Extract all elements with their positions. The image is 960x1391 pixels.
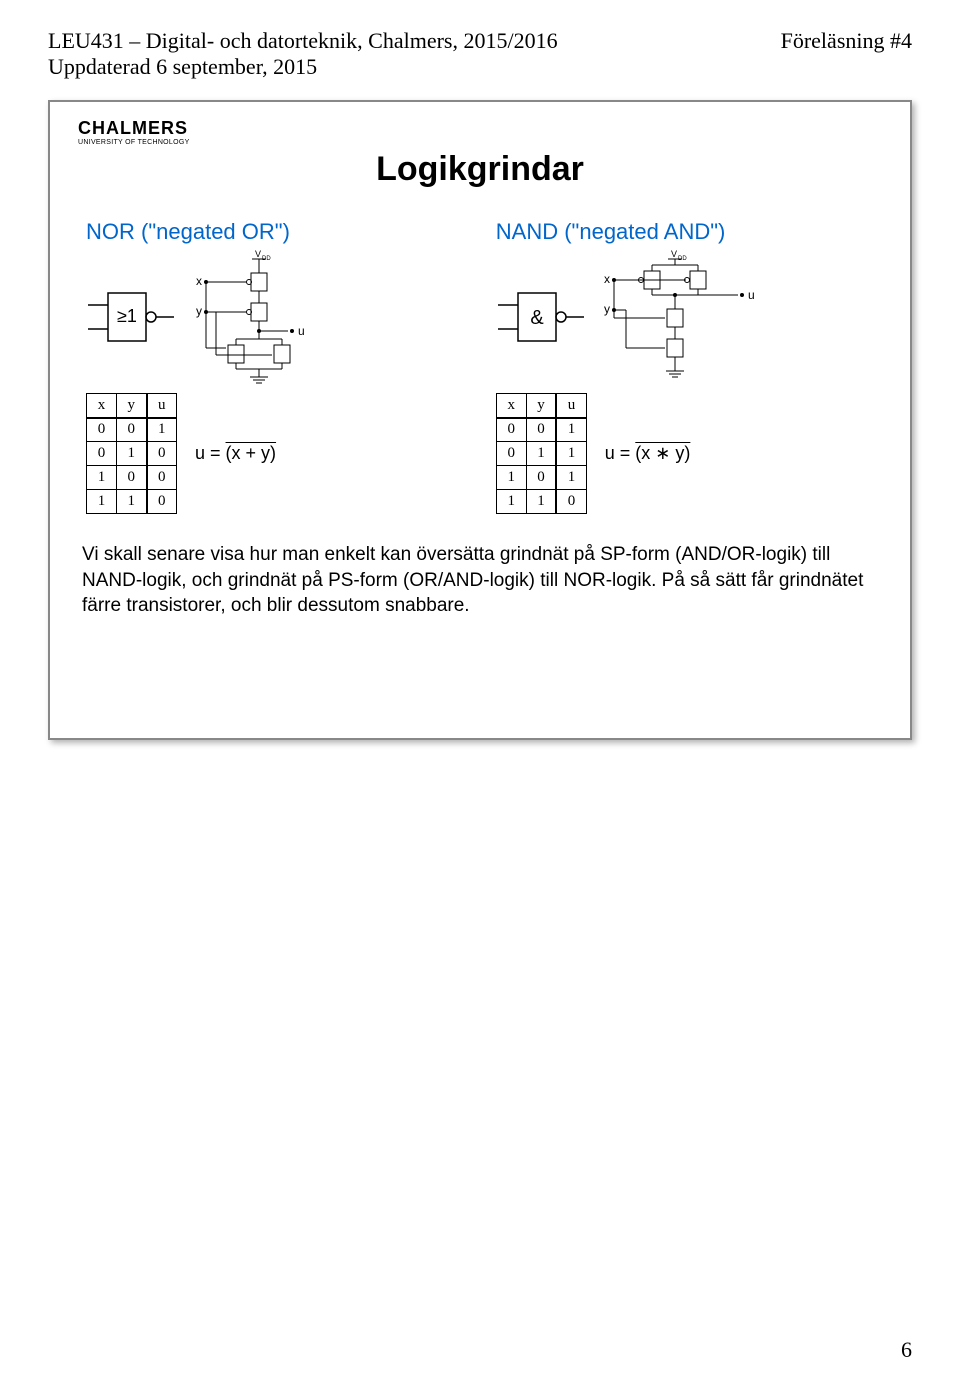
nand-truth-table: x y u 001 011 101 110 xyxy=(496,393,587,514)
nand-lower: x y u 001 011 101 110 u = (x ∗ y) xyxy=(496,393,874,514)
svg-text:u: u xyxy=(748,288,755,302)
th: y xyxy=(117,394,147,418)
slide-body-text: Vi skall senare visa hur man enkelt kan … xyxy=(78,542,882,619)
page-header: LEU431 – Digital- och datorteknik, Chalm… xyxy=(0,0,960,88)
slide-title: Logikgrindar xyxy=(78,150,882,189)
svg-text:u: u xyxy=(298,324,305,338)
svg-text:&: & xyxy=(530,307,544,329)
nor-column: NOR ("negated OR") ≥1 VDD xyxy=(86,219,464,514)
nand-label: NAND ("negated AND") xyxy=(496,219,874,245)
table-row: 011 xyxy=(496,442,586,466)
nor-gate-icon: ≥1 xyxy=(86,287,176,347)
chalmers-logo-block: CHALMERS UNIVERSITY OF TECHNOLOGY xyxy=(78,118,882,146)
gate-row: NOR ("negated OR") ≥1 VDD xyxy=(78,219,882,514)
chalmers-logo: CHALMERS xyxy=(78,118,882,139)
svg-text:V: V xyxy=(671,249,677,259)
nand-transistor-icon: VDD xyxy=(598,247,758,387)
nor-lower: x y u 001 010 100 110 u = (x + y) xyxy=(86,393,464,514)
svg-text:y: y xyxy=(604,302,610,316)
svg-text:V: V xyxy=(255,249,261,259)
nor-equation: u = (x + y) xyxy=(195,443,276,464)
nand-diagrams: & VDD xyxy=(496,257,874,377)
page-number: 6 xyxy=(901,1337,912,1363)
table-row: 110 xyxy=(87,490,177,514)
th: u xyxy=(147,394,177,418)
nand-gate-icon: & xyxy=(496,287,586,347)
table-row: 100 xyxy=(87,466,177,490)
table-row: 010 xyxy=(87,442,177,466)
table-row: 110 xyxy=(496,490,586,514)
course-title: LEU431 – Digital- och datorteknik, Chalm… xyxy=(48,28,558,54)
svg-text:y: y xyxy=(196,304,202,318)
svg-text:≥1: ≥1 xyxy=(117,306,137,326)
th: y xyxy=(526,394,556,418)
table-row: 001 xyxy=(87,418,177,442)
svg-text:x: x xyxy=(196,274,202,288)
slide-box: CHALMERS UNIVERSITY OF TECHNOLOGY Logikg… xyxy=(48,100,912,740)
header-right: Föreläsning #4 xyxy=(781,28,912,80)
th: x xyxy=(87,394,117,418)
nand-equation: u = (x ∗ y) xyxy=(605,443,691,464)
table-row: 101 xyxy=(496,466,586,490)
table-row: 001 xyxy=(496,418,586,442)
header-left: LEU431 – Digital- och datorteknik, Chalm… xyxy=(48,28,558,80)
updated-line: Uppdaterad 6 september, 2015 xyxy=(48,54,558,80)
th: x xyxy=(496,394,526,418)
th: u xyxy=(556,394,586,418)
lecture-label: Föreläsning #4 xyxy=(781,28,912,54)
svg-text:x: x xyxy=(604,272,610,286)
nor-label: NOR ("negated OR") xyxy=(86,219,464,245)
nor-transistor-icon: VDD xyxy=(188,247,338,387)
chalmers-subtitle: UNIVERSITY OF TECHNOLOGY xyxy=(78,139,882,146)
nand-column: NAND ("negated AND") & VDD xyxy=(496,219,874,514)
nor-truth-table: x y u 001 010 100 110 xyxy=(86,393,177,514)
nor-diagrams: ≥1 VDD xyxy=(86,257,464,377)
